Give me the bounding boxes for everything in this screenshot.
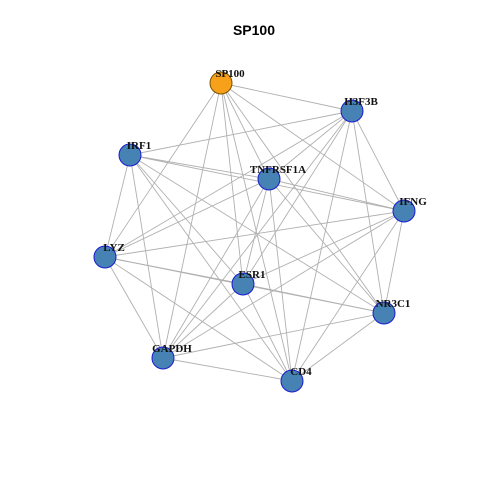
edge-nr3c1-gapdh xyxy=(162,312,385,359)
edge-h3f3b-ifng xyxy=(351,110,405,212)
edge-esr1-gapdh xyxy=(162,283,244,359)
edge-h3f3b-esr1 xyxy=(242,110,353,285)
edge-h3f3b-nr3c1 xyxy=(351,110,385,314)
node-ifng[interactable] xyxy=(392,199,416,223)
node-label-cd4: CD4 xyxy=(290,366,312,378)
edge-h3f3b-tnfrsf1a xyxy=(268,110,353,180)
node-label-gapdh: GAPDH xyxy=(152,343,192,355)
edge-nr3c1-cd4 xyxy=(291,312,385,382)
edge-lyz-cd4 xyxy=(104,256,293,382)
edge-lyz-gapdh xyxy=(104,256,164,359)
nodes-layer xyxy=(93,71,416,393)
node-label-irf1: IRF1 xyxy=(127,140,151,152)
edge-sp100-gapdh xyxy=(162,82,222,359)
node-sp100[interactable] xyxy=(209,71,233,95)
node-gapdh[interactable] xyxy=(151,346,175,370)
edge-h3f3b-cd4 xyxy=(291,110,353,382)
edge-esr1-nr3c1 xyxy=(242,283,385,314)
edge-sp100-ifng xyxy=(220,82,405,212)
edge-ifng-gapdh xyxy=(162,210,405,359)
edge-irf1-lyz xyxy=(104,154,131,258)
node-esr1[interactable] xyxy=(231,272,255,296)
labels-layer: SP100 H3F3B IRF1 TNFRSF1A IFNG LYZ ESR1 NR3C1 GA… xyxy=(103,68,427,378)
edge-sp100-esr1 xyxy=(220,82,244,285)
node-label-sp100: SP100 xyxy=(215,68,245,80)
edge-ifng-cd4 xyxy=(291,210,405,382)
node-label-tnfrsf1a: TNFRSF1A xyxy=(250,164,306,176)
edge-ifng-esr1 xyxy=(242,210,405,285)
edge-irf1-gapdh xyxy=(129,154,164,359)
edge-tnfrsf1a-ifng xyxy=(268,178,405,212)
edge-irf1-tnfrsf1a xyxy=(129,154,270,180)
edge-sp100-h3f3b xyxy=(220,82,353,112)
node-lyz[interactable] xyxy=(93,245,117,269)
node-label-lyz: LYZ xyxy=(103,242,125,254)
node-irf1[interactable] xyxy=(118,143,142,167)
node-label-nr3c1: NR3C1 xyxy=(376,298,411,310)
edge-tnfrsf1a-esr1 xyxy=(242,178,270,285)
edge-tnfrsf1a-cd4 xyxy=(268,178,293,382)
edge-ifng-nr3c1 xyxy=(383,210,405,314)
edge-h3f3b-lyz xyxy=(104,110,353,258)
edge-sp100-nr3c1 xyxy=(220,82,385,314)
edge-irf1-esr1 xyxy=(129,154,244,285)
graph-title: SP100 xyxy=(233,22,275,38)
edge-gapdh-cd4 xyxy=(162,357,293,382)
edge-irf1-cd4 xyxy=(129,154,293,382)
node-label-ifng: IFNG xyxy=(399,196,427,208)
edges-layer xyxy=(104,82,405,382)
node-label-esr1: ESR1 xyxy=(239,269,266,281)
edge-sp100-tnfrsf1a xyxy=(220,82,270,180)
edge-h3f3b-irf1 xyxy=(129,110,353,156)
edge-ifng-lyz xyxy=(104,210,405,258)
node-nr3c1[interactable] xyxy=(372,301,396,325)
node-cd4[interactable] xyxy=(280,369,304,393)
edge-esr1-cd4 xyxy=(242,283,293,382)
node-h3f3b[interactable] xyxy=(340,99,364,123)
node-tnfrsf1a[interactable] xyxy=(257,167,281,191)
edge-tnfrsf1a-lyz xyxy=(104,178,270,258)
edge-sp100-cd4 xyxy=(220,82,293,382)
node-label-h3f3b: H3F3B xyxy=(344,96,378,108)
edge-tnfrsf1a-gapdh xyxy=(162,178,270,359)
edge-sp100-lyz xyxy=(104,82,222,258)
